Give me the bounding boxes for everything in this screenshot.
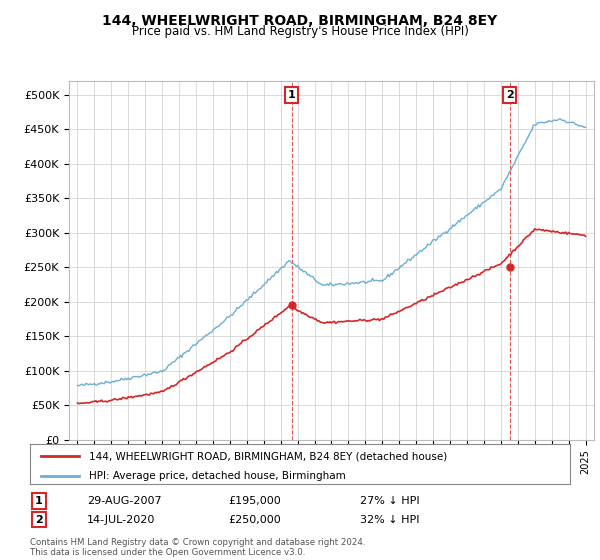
Text: HPI: Average price, detached house, Birmingham: HPI: Average price, detached house, Birm… — [89, 470, 346, 480]
Text: 32% ↓ HPI: 32% ↓ HPI — [360, 515, 419, 525]
Text: 144, WHEELWRIGHT ROAD, BIRMINGHAM, B24 8EY (detached house): 144, WHEELWRIGHT ROAD, BIRMINGHAM, B24 8… — [89, 451, 448, 461]
Text: 1: 1 — [35, 496, 43, 506]
Text: Price paid vs. HM Land Registry's House Price Index (HPI): Price paid vs. HM Land Registry's House … — [131, 25, 469, 38]
Text: £195,000: £195,000 — [228, 496, 281, 506]
Text: Contains HM Land Registry data © Crown copyright and database right 2024.
This d: Contains HM Land Registry data © Crown c… — [30, 538, 365, 557]
Text: 1: 1 — [288, 90, 296, 100]
Text: £250,000: £250,000 — [228, 515, 281, 525]
Text: 14-JUL-2020: 14-JUL-2020 — [87, 515, 155, 525]
Text: 144, WHEELWRIGHT ROAD, BIRMINGHAM, B24 8EY: 144, WHEELWRIGHT ROAD, BIRMINGHAM, B24 8… — [103, 14, 497, 28]
Text: 27% ↓ HPI: 27% ↓ HPI — [360, 496, 419, 506]
Text: 2: 2 — [506, 90, 514, 100]
Text: 29-AUG-2007: 29-AUG-2007 — [87, 496, 161, 506]
Text: 2: 2 — [35, 515, 43, 525]
